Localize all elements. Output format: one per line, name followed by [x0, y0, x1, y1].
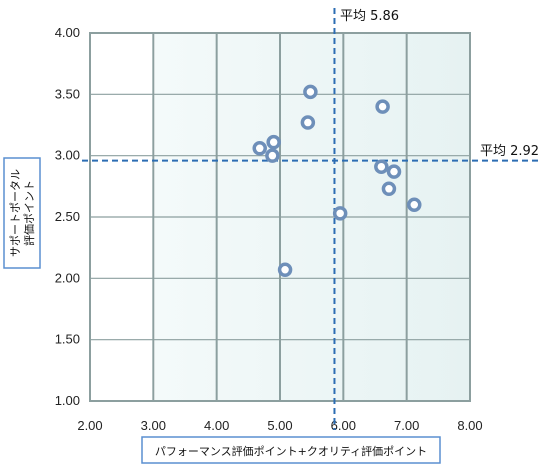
data-point	[374, 159, 389, 174]
data-point	[332, 206, 348, 221]
x-tick-label: 3.00	[141, 418, 166, 433]
data-point	[300, 115, 316, 130]
grid	[90, 33, 470, 401]
y-tick-label: 2.50	[55, 209, 80, 224]
x-tick-labels: 2.00 3.00 4.00 5.00 6.00 7.00 8.00	[77, 418, 482, 433]
data-points	[252, 84, 422, 277]
y-tick-label: 1.50	[55, 332, 80, 347]
mean-y-label: 平均 2.92	[480, 144, 539, 159]
x-axis-title-box	[141, 436, 441, 464]
y-tick-label: 3.00	[55, 148, 80, 163]
mean-x-label: 平均 5.86	[340, 9, 399, 24]
x-tick-label: 7.00	[394, 418, 419, 433]
plot-border	[89, 32, 471, 402]
y-tick-labels: 1.00 1.50 2.00 2.50 3.00 3.50 4.00	[55, 25, 80, 408]
data-point	[386, 164, 402, 179]
x-axis-title: パフォーマンス評価ポイント+クオリティ評価ポイント	[155, 444, 427, 458]
y-axis-title-box	[3, 157, 41, 269]
data-point	[303, 84, 318, 100]
data-point	[265, 148, 280, 163]
y-axis-title-line-1: サポートポータル	[9, 169, 22, 257]
x-tick-label: 8.00	[457, 418, 482, 433]
data-point	[252, 141, 267, 156]
y-tick-label: 2.00	[55, 270, 80, 285]
x-tick-label: 5.00	[267, 418, 292, 433]
x-tick-label: 4.00	[204, 418, 229, 433]
data-point	[407, 197, 422, 212]
y-axis-title-line-2: 評価ポイント	[22, 180, 36, 246]
x-tick-label: 2.00	[77, 418, 102, 433]
y-tick-label: 3.50	[55, 86, 80, 101]
data-point	[375, 99, 390, 114]
y-tick-label: 4.00	[55, 25, 80, 40]
data-point	[381, 181, 397, 197]
mean-lines	[82, 8, 540, 430]
y-tick-label: 1.00	[55, 393, 80, 408]
x-tick-label: 6.00	[331, 418, 356, 433]
data-point	[266, 134, 281, 150]
data-point	[277, 262, 293, 277]
